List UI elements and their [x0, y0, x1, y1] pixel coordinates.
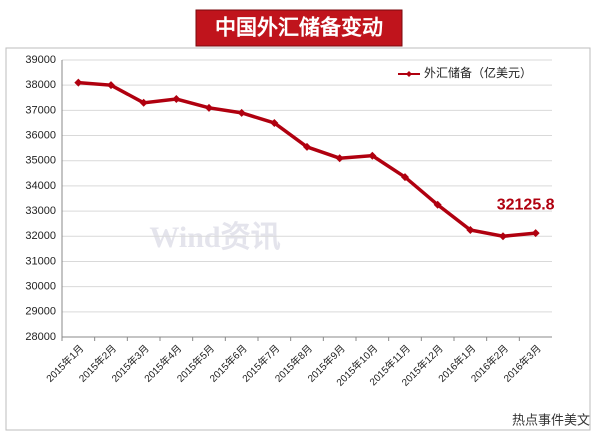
legend-marker [406, 71, 412, 77]
legend-label: 外汇储备（亿美元） [424, 65, 532, 80]
title-box [195, 9, 403, 47]
y-tick-label: 33000 [25, 205, 56, 217]
y-tick-label: 39000 [25, 54, 56, 66]
y-tick-label: 35000 [25, 155, 56, 167]
point-marker [172, 95, 181, 104]
y-tick-label: 28000 [25, 331, 56, 343]
point-marker [205, 103, 213, 112]
point-marker [335, 154, 344, 163]
point-marker [433, 200, 442, 209]
data-label: 32125.8 [497, 196, 555, 213]
point-marker [401, 173, 409, 182]
point-marker [237, 108, 246, 117]
y-tick-label: 36000 [25, 129, 56, 141]
point-marker [368, 151, 377, 160]
point-marker [499, 232, 507, 241]
watermark: Wind资讯 [149, 221, 280, 254]
y-tick-label: 37000 [25, 104, 56, 116]
point-marker [74, 78, 83, 87]
y-tick-label: 30000 [25, 281, 56, 293]
y-tick-label: 34000 [25, 180, 56, 192]
point-marker [531, 229, 540, 238]
chart-title: 中国外汇储备变动 [215, 16, 383, 40]
point-marker [466, 225, 475, 234]
y-tick-label: 32000 [25, 230, 56, 242]
y-tick-label: 31000 [25, 255, 56, 267]
footer: 热点事件美文 [512, 412, 590, 427]
point-marker [139, 98, 148, 107]
y-tick-label: 29000 [25, 306, 56, 318]
point-marker [270, 118, 279, 127]
point-marker [107, 81, 115, 90]
y-tick-label: 38000 [25, 79, 56, 91]
chart-frame [5, 47, 591, 431]
point-marker [303, 142, 311, 151]
